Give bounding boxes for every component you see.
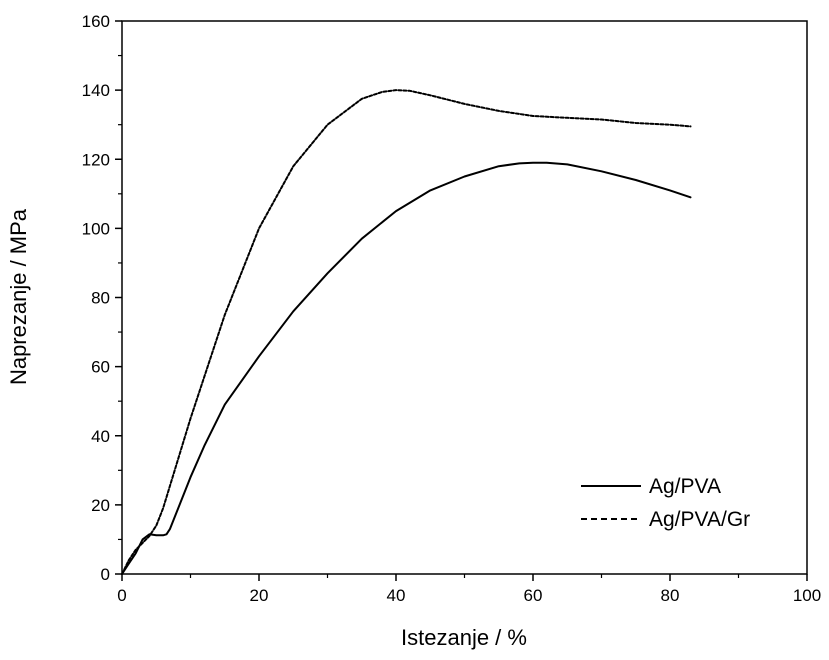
series-line-ag-pva-gr: [121, 89, 692, 575]
series-layer: [121, 89, 692, 575]
x-tick-label: 20: [250, 586, 269, 605]
y-tick-label: 120: [82, 150, 110, 169]
x-tick-label: 0: [117, 586, 126, 605]
legend-label-ag-pva: Ag/PVA: [649, 475, 721, 498]
y-tick-label: 100: [82, 219, 110, 238]
y-axis-title: Naprezanje / MPa: [6, 208, 31, 385]
x-tick-label: 100: [793, 586, 821, 605]
y-tick-label: 140: [82, 81, 110, 100]
y-tick-label: 60: [91, 358, 110, 377]
legend-label-ag-pva-gr: Ag/PVA/Gr: [649, 508, 750, 531]
y-tick-label: 0: [101, 565, 110, 584]
x-axis-ticks: 0 20 40 60 80 100: [117, 574, 821, 605]
y-tick-label: 160: [82, 12, 110, 31]
y-tick-label: 40: [91, 427, 110, 446]
y-tick-label: 80: [91, 289, 110, 308]
x-axis-title: Istezanje / %: [401, 625, 527, 650]
x-tick-label: 80: [661, 586, 680, 605]
y-axis-ticks: 0 20 40 60 80 100 120 140 160: [82, 12, 122, 584]
x-tick-label: 40: [387, 586, 406, 605]
series-line-ag-pva: [121, 161, 692, 575]
x-tick-label: 60: [524, 586, 543, 605]
legend: Ag/PVA Ag/PVA/Gr: [581, 475, 750, 531]
y-tick-label: 20: [91, 496, 110, 515]
